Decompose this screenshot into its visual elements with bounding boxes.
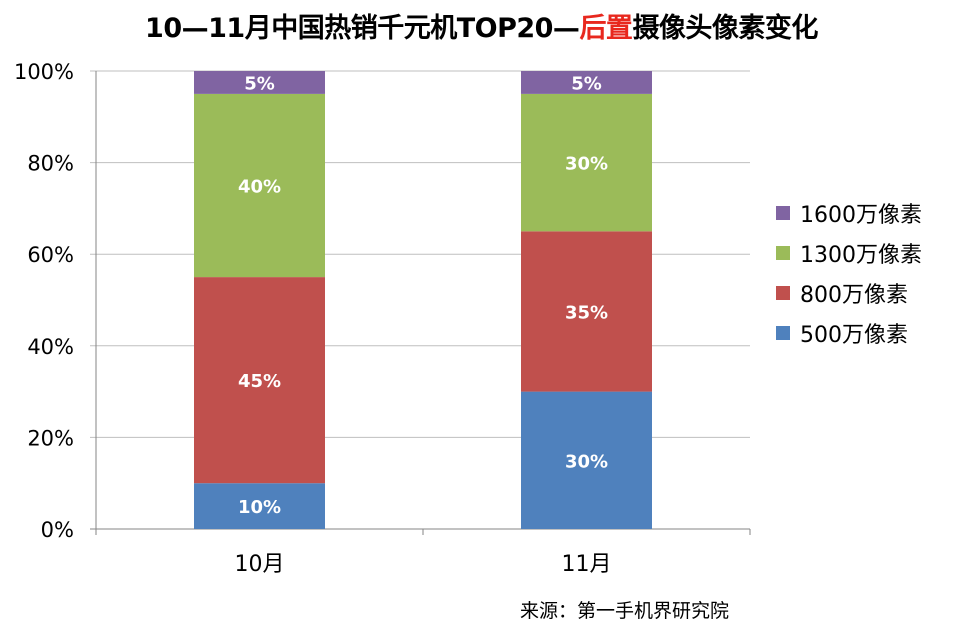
chart-title-part2: 摄像头像素变化 [632, 13, 818, 44]
bar-segment [194, 71, 325, 94]
legend-swatch [776, 326, 790, 340]
chart-title-highlight: 后置 [579, 13, 633, 44]
bar-segment [521, 93, 652, 232]
legend-item: 1300万像素 [776, 233, 922, 273]
data-label: 10% [238, 497, 281, 518]
y-tick-label: 100% [14, 60, 74, 84]
legend-swatch [776, 246, 790, 260]
legend-label: 1300万像素 [800, 243, 922, 268]
data-label: 30% [565, 451, 608, 472]
x-tick-label: 10月 [235, 552, 285, 577]
legend-label: 500万像素 [800, 323, 908, 348]
bar-segment [521, 71, 652, 94]
data-label: 30% [565, 154, 608, 175]
x-tick-label: 11月 [562, 552, 612, 577]
legend-swatch [776, 286, 790, 300]
data-label: 5% [571, 73, 602, 94]
bar-segment [194, 277, 325, 484]
data-label: 35% [565, 302, 608, 323]
chart-title-part1: 10—11月中国热销千元机TOP20— [145, 13, 580, 44]
data-label: 5% [244, 73, 275, 94]
y-tick-label: 0% [41, 518, 74, 542]
legend-label: 800万像素 [800, 283, 908, 308]
chart-legend: 1600万像素 1300万像素 800万像素 500万像素 [776, 193, 922, 353]
source-note: 来源：第一手机界研究院 [520, 600, 730, 622]
legend-item: 500万像素 [776, 313, 922, 353]
legend-label: 1600万像素 [800, 203, 922, 228]
y-tick-label: 80% [27, 152, 74, 176]
y-tick-label: 60% [27, 243, 74, 267]
legend-item: 1600万像素 [776, 193, 922, 233]
bar-segment [194, 93, 325, 278]
bar-segment [521, 391, 652, 529]
bar-segment [521, 231, 652, 392]
legend-swatch [776, 206, 790, 220]
bar-segment [194, 483, 325, 529]
data-label: 45% [238, 371, 281, 392]
chart-title: 10—11月中国热销千元机TOP20—后置摄像头像素变化 [0, 6, 963, 45]
legend-item: 800万像素 [776, 273, 922, 313]
y-tick-label: 20% [27, 426, 74, 450]
data-label: 40% [238, 177, 281, 198]
y-tick-label: 40% [27, 335, 74, 359]
